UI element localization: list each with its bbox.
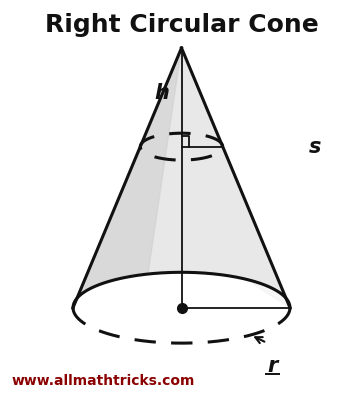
Text: s: s [309, 137, 322, 157]
Text: r: r [267, 357, 277, 376]
Polygon shape [73, 48, 182, 308]
Text: Right Circular Cone: Right Circular Cone [45, 13, 318, 36]
Text: www.allmathtricks.com: www.allmathtricks.com [12, 374, 195, 388]
Text: h: h [154, 83, 169, 103]
Polygon shape [73, 48, 290, 308]
Polygon shape [182, 48, 290, 308]
